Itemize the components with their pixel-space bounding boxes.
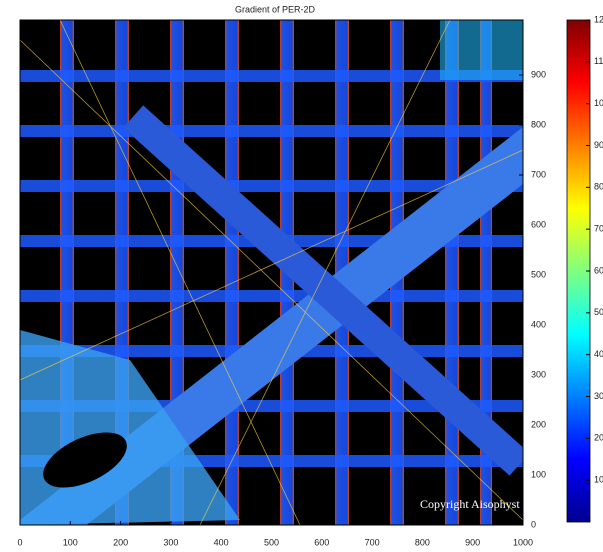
x-tick-label: 600 [314,537,329,547]
x-tick-label: 400 [214,537,229,547]
x-tick-label: 0 [17,537,22,547]
x-tick-label: 1000 [513,537,533,547]
y-tick-label: 0 [531,519,536,529]
x-tick-label: 100 [63,537,78,547]
x-tick-label: 700 [365,537,380,547]
colorbar-tick-label: 10 [594,475,603,485]
y-tick-label: 200 [531,419,546,429]
x-tick-label: 500 [264,537,279,547]
colorbar-tick-label: 90 [594,140,603,150]
colorbar-tick-label: 110 [594,56,603,66]
y-tick-label: 900 [531,69,546,79]
colorbar-tick-label: 100 [594,98,603,108]
x-tick-label: 200 [113,537,128,547]
page: Copyright Aisophyst Gradient of PER-2D 0… [0,0,603,552]
y-tick-label: 300 [531,369,546,379]
y-tick-label: 800 [531,119,546,129]
x-tick-label: 900 [465,537,480,547]
y-tick-label: 700 [531,169,546,179]
annotation: Copyright Aisophyst [420,497,520,511]
heatmap-image [13,20,592,552]
chart: Copyright Aisophyst Gradient of PER-2D 0… [0,0,603,552]
colorbar-tick-label: 50 [594,307,603,317]
y-tick-label: 400 [531,319,546,329]
y-tick-label: 500 [531,269,546,279]
colorbar-tick-label: 120 [594,14,603,24]
colorbar-tick-label: 70 [594,224,603,234]
colorbar-tick-label: 20 [594,433,603,443]
chart-title: Gradient of PER-2D [235,4,316,14]
colorbar-tick-label: 80 [594,182,603,192]
y-tick-label: 600 [531,219,546,229]
x-tick-label: 800 [415,537,430,547]
colorbar-tick-label: 60 [594,265,603,275]
colorbar-tick-label: 40 [594,349,603,359]
x-tick-label: 300 [163,537,178,547]
y-tick-label: 100 [531,469,546,479]
colorbar-tick-label: 30 [594,391,603,401]
